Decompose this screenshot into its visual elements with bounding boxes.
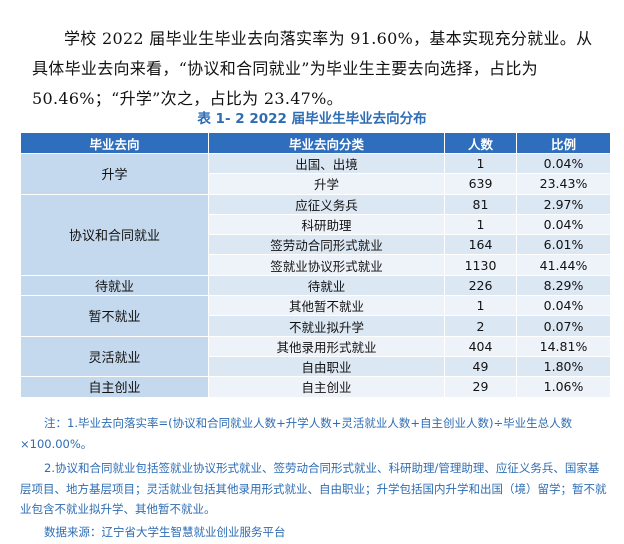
count-cell: 29 [444,376,517,398]
group-cell: 自主创业 [20,376,209,398]
count-cell: 226 [444,274,517,297]
category-cell: 不就业拟升学 [208,315,445,337]
table-row: 协议和合同就业 应征义务兵 81 2.97% [20,193,611,276]
count-cell: 1 [444,152,517,175]
count-cell: 81 [444,193,517,215]
ratio-cell: 1.80% [516,355,611,378]
ratio-cell: 14.81% [516,335,611,357]
group-cell: 暂不就业 [20,295,209,337]
category-cell: 签劳动合同形式就业 [208,234,445,256]
ratio-cell: 1.06% [516,376,611,398]
category-cell: 科研助理 [208,213,445,236]
table-caption: 表 1- 2 2022 届毕业生毕业去向分布 [197,111,427,127]
data-source: 数据来源：辽宁省大学生智慧就业创业服务平台 [44,524,286,539]
category-cell: 其他暂不就业 [208,295,445,317]
count-cell: 49 [444,355,517,378]
intro-paragraph: 学校 2022 届毕业生毕业去向落实率为 91.60%，基本实现充分就业。从具体… [32,29,593,108]
category-cell: 升学 [208,173,445,195]
table-row: 升学 639 23.43% [21,173,611,195]
count-cell: 639 [444,173,517,195]
category-cell: 出国、出境 [208,152,445,175]
category-cell: 签就业协议形式就业 [208,254,445,276]
note-formula: 注：1.毕业去向落实率=(协议和合同就业人数+升学人数+灵活就业人数+自主创业人… [20,416,573,451]
category-cell: 其他录用形式就业 [208,335,445,357]
ratio-cell: 0.04% [516,213,611,236]
header-destination: 毕业去向 [20,132,209,154]
table-row: 自主创业 自主创业 29 1.06% [20,376,611,398]
count-cell: 2 [444,315,517,337]
destination-table: 毕业去向 毕业去向分类 人数 比例 升学 出国、出境 1 0.04% 升学 63… [20,132,611,398]
ratio-cell: 0.07% [516,315,611,337]
ratio-cell: 23.43% [516,173,611,195]
ratio-cell: 0.04% [516,295,611,317]
header-ratio: 比例 [516,132,611,154]
count-cell: 1130 [444,254,517,276]
table-notes: 注：1.毕业去向落实率=(协议和合同就业人数+升学人数+灵活就业人数+自主创业人… [20,413,610,542]
ratio-cell: 6.01% [516,234,611,256]
count-cell: 164 [444,234,517,256]
header-category: 毕业去向分类 [208,132,445,154]
category-cell: 应征义务兵 [208,193,445,215]
category-cell: 自主创业 [208,376,445,398]
group-cell: 升学 [20,153,209,195]
table-row: 签就业协议形式就业 1130 41.44% [21,254,611,276]
ratio-cell: 8.29% [516,274,611,297]
count-cell: 1 [444,295,517,317]
ratio-cell: 0.04% [516,152,611,175]
count-cell: 404 [444,335,517,357]
table-row: 签劳动合同形式就业 164 6.01% [21,234,611,256]
table-row: 待就业 待就业 226 8.29% [20,274,611,297]
category-cell: 自由职业 [208,355,445,378]
table-row: 升学 出国、出境 1 0.04% [20,152,611,195]
table-row: 暂不就业 其他暂不就业 1 0.04% [20,295,611,337]
category-cell: 待就业 [208,274,445,297]
count-cell: 1 [444,213,517,236]
table-row: 科研助理 1 0.04% [21,213,611,236]
header-count: 人数 [444,132,517,154]
table-header-row: 毕业去向 毕业去向分类 人数 比例 [20,132,611,154]
ratio-cell: 41.44% [516,254,611,276]
group-cell: 协议和合同就业 [20,193,209,276]
note-definitions: 2.协议和合同就业包括签就业协议形式就业、签劳动合同形式就业、科研助理/管理助理… [20,461,607,516]
group-cell: 灵活就业 [20,335,209,378]
group-cell: 待就业 [20,274,209,297]
table-row: 灵活就业 其他录用形式就业 404 14.81% [20,335,611,378]
ratio-cell: 2.97% [516,193,611,215]
